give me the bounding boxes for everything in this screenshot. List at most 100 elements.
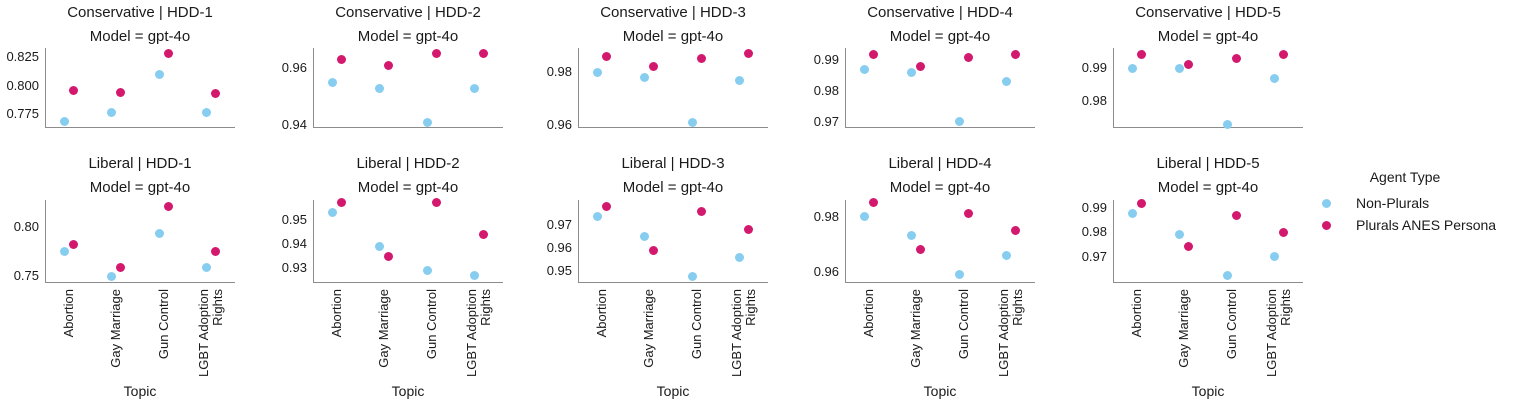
- data-point: [916, 61, 926, 71]
- x-axis-label: Topic: [923, 383, 957, 399]
- data-point: [68, 239, 78, 249]
- data-point: [649, 246, 659, 256]
- data-point: [116, 88, 126, 98]
- data-point: [336, 54, 346, 64]
- facet-subtitle: Model = gpt-4o: [89, 179, 191, 196]
- y-tick-label: 0.99: [1081, 200, 1107, 215]
- plot-area: [313, 200, 503, 283]
- data-point: [327, 207, 337, 217]
- data-point: [916, 245, 926, 255]
- facet-title: Liberal | HDD-1: [88, 155, 192, 172]
- facet-subtitle: Model = gpt-4o: [357, 179, 459, 196]
- y-tick-label: 0.99: [1081, 60, 1107, 75]
- data-point: [859, 212, 869, 222]
- data-point: [1011, 49, 1021, 59]
- data-point: [1222, 271, 1232, 281]
- x-tick-label: Gun Control: [955, 289, 971, 360]
- data-point: [744, 48, 754, 58]
- data-point: [107, 107, 117, 117]
- x-tick-label: Gay Marriage: [1176, 289, 1192, 368]
- data-point: [1231, 53, 1241, 63]
- y-tick-label: 0.96: [281, 60, 307, 75]
- legend-title: Agent Type: [1369, 169, 1441, 185]
- data-point: [868, 198, 878, 208]
- data-point: [1136, 50, 1146, 60]
- data-point: [154, 69, 164, 79]
- facet-title: Conservative | HDD-2: [335, 4, 481, 21]
- data-point: [696, 54, 706, 64]
- y-tick-label: 0.93: [281, 260, 307, 275]
- y-tick-label: 0.97: [546, 217, 572, 232]
- data-point: [479, 229, 489, 239]
- data-point: [1270, 73, 1280, 83]
- data-point: [384, 251, 394, 261]
- y-tick-label: 0.97: [1081, 249, 1107, 264]
- data-point: [1175, 63, 1185, 73]
- y-tick-label: 0.95: [281, 212, 307, 227]
- data-point: [954, 117, 964, 127]
- data-point: [907, 68, 917, 78]
- data-point: [1127, 208, 1137, 218]
- plot-area: [578, 48, 768, 128]
- plot-area: [313, 48, 503, 128]
- facet-subtitle: Model = gpt-4o: [1157, 28, 1259, 45]
- facet-title: Liberal | HDD-4: [888, 155, 992, 172]
- data-point: [1011, 225, 1021, 235]
- data-point: [479, 49, 489, 59]
- y-tick-label: 0.98: [1081, 93, 1107, 108]
- x-tick-label: LGBT Adoption Rights: [996, 289, 1026, 377]
- data-point: [649, 62, 659, 72]
- x-tick-label: Gay Marriage: [641, 289, 657, 368]
- data-point: [68, 85, 78, 95]
- data-point: [1002, 250, 1012, 260]
- y-tick-label: 0.94: [281, 236, 307, 251]
- x-tick-label: Gun Control: [688, 289, 704, 360]
- data-point: [470, 271, 480, 281]
- y-tick-label: 0.825: [6, 49, 39, 64]
- y-tick-label: 0.98: [546, 64, 572, 79]
- y-tick-label: 0.94: [281, 117, 307, 132]
- y-tick-label: 0.98: [813, 209, 839, 224]
- data-point: [384, 60, 394, 70]
- data-point: [744, 225, 754, 235]
- legend: Agent Type Non-Plurals Plurals ANES Perso…: [1316, 169, 1506, 236]
- y-tick-label: 0.99: [813, 52, 839, 67]
- data-point: [116, 262, 126, 272]
- y-tick-label: 0.96: [546, 240, 572, 255]
- x-tick-label: Gay Marriage: [908, 289, 924, 368]
- data-point: [202, 107, 212, 117]
- facet-subtitle: Model = gpt-4o: [622, 179, 724, 196]
- plot-area: [578, 200, 768, 283]
- data-point: [336, 197, 346, 207]
- data-point: [859, 65, 869, 75]
- facet-title: Liberal | HDD-2: [356, 155, 460, 172]
- x-tick-label: LGBT Adoption Rights: [729, 289, 759, 377]
- legend-entry: Plurals ANES Persona: [1316, 214, 1506, 236]
- facet-title: Conservative | HDD-5: [1135, 4, 1281, 21]
- data-point: [431, 49, 441, 59]
- data-point: [1279, 50, 1289, 60]
- x-tick-label: Gun Control: [423, 289, 439, 360]
- data-point: [211, 246, 221, 256]
- plot-area: [45, 48, 235, 128]
- x-axis-label: Topic: [391, 383, 425, 399]
- data-point: [687, 271, 697, 281]
- data-point: [907, 231, 917, 241]
- data-point: [963, 52, 973, 62]
- legend-entry-label: Non-Plurals: [1356, 195, 1430, 211]
- plot-area: [1113, 200, 1303, 283]
- x-axis-label: Topic: [656, 383, 690, 399]
- facet-subtitle: Model = gpt-4o: [89, 28, 191, 45]
- facet-subtitle: Model = gpt-4o: [1157, 179, 1259, 196]
- data-point: [422, 266, 432, 276]
- plot-area: [845, 200, 1035, 283]
- data-point: [696, 207, 706, 217]
- facet-title: Conservative | HDD-1: [67, 4, 213, 21]
- data-point: [592, 67, 602, 77]
- legend-marker-icon: [1322, 198, 1331, 208]
- facet-subtitle: Model = gpt-4o: [889, 179, 991, 196]
- data-point: [601, 51, 611, 61]
- y-tick-label: 0.96: [546, 117, 572, 132]
- data-point: [470, 83, 480, 93]
